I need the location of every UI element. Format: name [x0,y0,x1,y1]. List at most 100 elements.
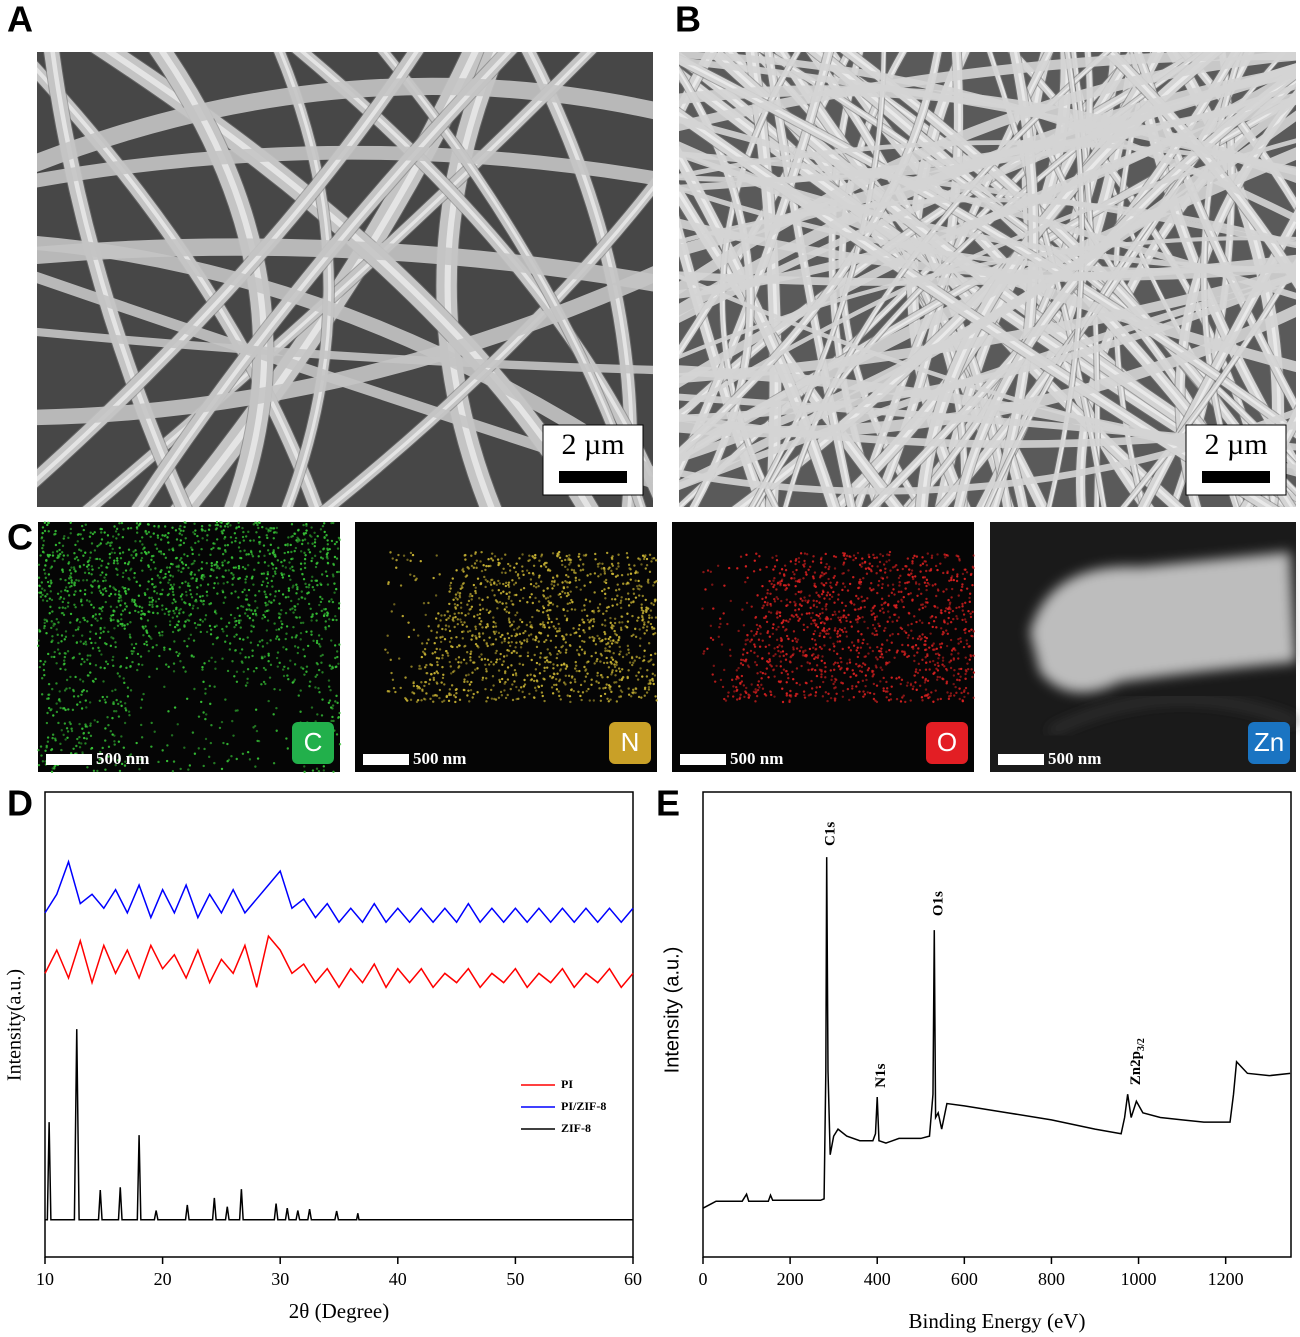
eds-dot [886,620,889,623]
eds-dot [880,597,884,601]
eds-dot [812,599,815,602]
eds-dot [196,623,200,627]
eds-dot [162,576,165,580]
eds-dot [619,650,622,653]
eds-dot [965,587,969,590]
eds-dot [534,635,538,638]
eds-dot [503,637,506,641]
eds-dot [111,547,114,551]
eds-dot [957,594,960,597]
eds-dot [294,636,297,639]
eds-dot [168,623,172,627]
eds-dot [512,620,516,623]
eds-dot [59,578,62,581]
eds-dot [828,627,831,631]
eds-dot [857,640,860,643]
eds-dot [124,589,127,593]
eds-dot [949,659,953,662]
eds-dot [265,534,268,537]
eds-dot [316,561,319,564]
eds-dot [543,666,546,670]
eds-dot [272,549,275,552]
eds-dot [938,643,942,646]
eds-dot [272,550,275,554]
eds-dot [822,680,825,684]
eds-dot [179,539,183,542]
eds-dot [919,564,922,567]
eds-dot [240,648,244,651]
eds-dot [205,630,209,634]
eds-dot [959,675,962,678]
eds-dot [465,662,468,665]
eds-dot [84,723,87,726]
eds-dot [895,697,899,701]
eds-dot [854,556,858,560]
eds-dot [72,747,75,750]
eds-dot [864,567,868,570]
eds-dot [443,683,446,686]
eds-dot [119,596,123,599]
eds-dot [549,675,552,678]
eds-dot [128,713,131,717]
eds-dot [91,585,94,588]
eds-dot [177,564,180,567]
eds-dot [297,694,300,697]
eds-dot [615,567,618,571]
eds-dot [812,652,815,656]
eds-dot [223,544,227,547]
eds-dot [590,678,593,681]
eds-dot [713,680,717,683]
eds-dot [596,562,600,566]
eds-dot [948,603,952,606]
eds-dot [639,637,642,640]
eds-dot [569,700,572,704]
eds-dot [868,646,872,649]
eds-dot [521,553,524,556]
eds-dot [635,584,639,588]
eds-dot [331,715,334,719]
eds-dot [336,716,340,720]
eds-dot [269,663,273,667]
eds-dot [640,606,643,610]
eds-dot [915,688,918,692]
eds-dot [791,670,794,673]
x-tick-label: 1000 [1121,1269,1157,1289]
element-box [609,722,651,764]
eds-dot [150,721,153,725]
eds-dot [824,605,827,608]
eds-dot [443,614,446,617]
eds-dot [227,758,231,762]
eds-dot [862,638,865,641]
eds-dot [429,697,432,701]
eds-dot [105,695,109,699]
eds-dot [45,620,49,623]
eds-dot [210,568,213,571]
eds-dot [151,599,155,602]
eds-dot [647,578,650,582]
eds-dot [717,635,720,638]
eds-dot [828,648,831,651]
eds-dot [92,606,95,609]
eds-dot [650,560,653,563]
eds-dot [263,554,266,558]
fiber [679,52,714,119]
eds-dot [43,529,47,533]
eds-dot [539,656,542,659]
eds-dot [266,570,269,574]
eds-dot [803,552,807,555]
eds-dot [285,737,288,740]
eds-dot [802,690,806,693]
eds-dot [89,734,93,738]
eds-dot [964,672,967,676]
eds-dot [284,543,287,547]
eds-dot [284,611,288,615]
eds-dot [296,651,299,655]
eds-dot [129,526,133,530]
eds-dot [914,582,918,585]
eds-dot [89,722,92,725]
eds-dot [917,588,921,591]
eds-dot [875,633,879,636]
eds-dot [187,582,190,585]
eds-dot [40,693,44,696]
eds-dot [222,741,225,745]
